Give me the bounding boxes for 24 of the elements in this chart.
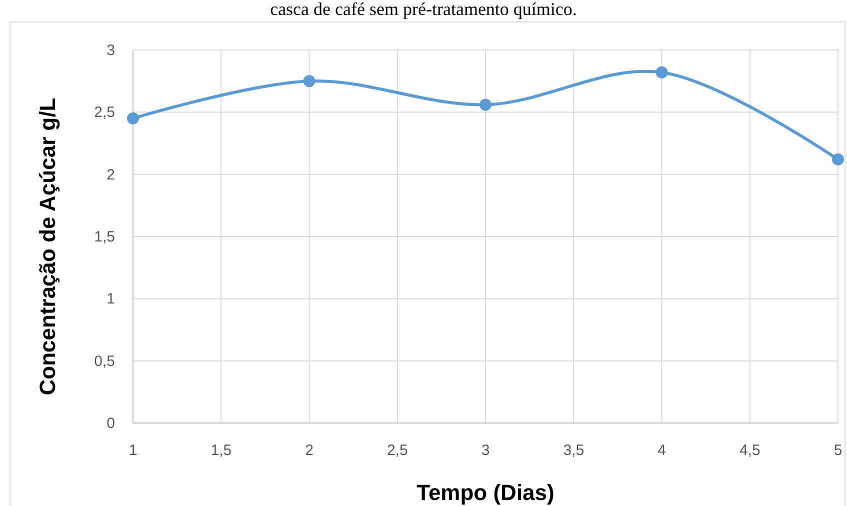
x-tick-label: 4 bbox=[658, 442, 666, 459]
chart-title: casca de café sem pré-tratamento químico. bbox=[270, 0, 577, 19]
x-tick-label: 4,5 bbox=[739, 442, 760, 459]
x-axis-title: Tempo (Dias) bbox=[416, 480, 554, 505]
y-axis-title: Concentração de Açúcar g/L bbox=[35, 98, 60, 396]
y-tick-label: 0 bbox=[106, 415, 115, 432]
point bbox=[832, 153, 844, 166]
y-tick-label: 2 bbox=[106, 166, 115, 184]
point bbox=[127, 112, 139, 124]
point bbox=[656, 66, 668, 78]
y-tick-label: 2,5 bbox=[94, 104, 115, 122]
x-tick-label: 3,5 bbox=[563, 442, 584, 459]
x-tick-label: 2,5 bbox=[386, 442, 408, 459]
y-tick-label: 1,5 bbox=[94, 228, 115, 246]
y-tick-label: 0,5 bbox=[94, 352, 115, 370]
x-tick-label: 1,5 bbox=[210, 442, 232, 459]
point bbox=[303, 75, 316, 88]
y-tick-label: 1 bbox=[106, 290, 115, 308]
y-tick-label: 3 bbox=[106, 42, 115, 59]
point bbox=[480, 98, 492, 111]
x-tick-label: 5 bbox=[834, 442, 842, 459]
x-tick-label: 1 bbox=[128, 442, 138, 459]
x-tick-label: 3 bbox=[481, 442, 490, 459]
x-tick-label: 2 bbox=[305, 442, 314, 459]
